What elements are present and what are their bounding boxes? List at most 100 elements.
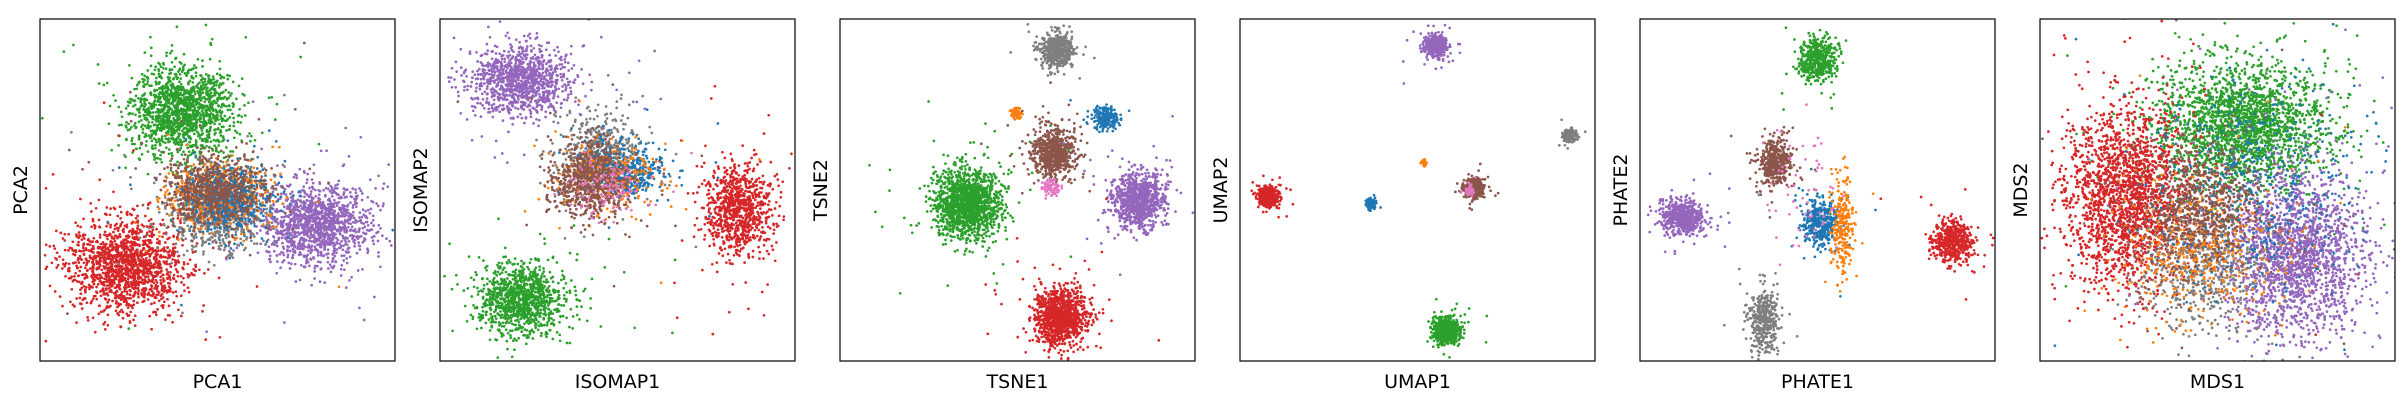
data-point [132, 256, 136, 259]
data-point [305, 181, 309, 185]
data-point [106, 313, 110, 317]
data-point [145, 139, 148, 143]
data-point [176, 90, 179, 94]
data-point [174, 125, 178, 129]
data-point [265, 207, 269, 211]
data-point [145, 267, 149, 271]
data-point [177, 70, 180, 73]
data-point [188, 116, 192, 119]
data-point [234, 230, 238, 234]
data-point [382, 202, 385, 205]
data-point [182, 118, 185, 121]
data-point [316, 264, 319, 268]
data-point [160, 119, 164, 123]
data-point [157, 82, 161, 85]
data-point [332, 235, 336, 239]
data-point [221, 238, 225, 241]
data-point [290, 256, 294, 260]
data-point [217, 245, 221, 248]
data-point [386, 185, 390, 189]
data-point [283, 236, 287, 240]
data-point [154, 138, 158, 142]
data-point [106, 271, 110, 275]
data-point [168, 67, 172, 71]
data-point [98, 236, 102, 239]
data-point [95, 291, 99, 295]
data-point [351, 210, 355, 214]
data-point [480, 158, 483, 161]
data-point [165, 226, 169, 230]
data-point [150, 230, 154, 234]
data-point [142, 287, 145, 290]
data-point [310, 240, 313, 243]
data-point [324, 209, 328, 213]
data-point [76, 224, 80, 228]
data-point [166, 122, 170, 125]
data-point [103, 328, 107, 331]
data-point [176, 274, 180, 278]
data-point [188, 99, 191, 103]
data-point [82, 237, 86, 240]
data-point [374, 187, 377, 190]
data-point [140, 153, 144, 156]
data-point [67, 266, 71, 270]
data-point [372, 234, 376, 238]
data-point [93, 223, 96, 227]
data-point [184, 237, 188, 241]
data-point [154, 76, 158, 80]
data-point [111, 299, 114, 303]
data-point [214, 131, 217, 135]
data-point [149, 293, 152, 297]
data-point [64, 274, 67, 278]
data-point [167, 106, 170, 110]
data-point [144, 132, 148, 136]
data-point [299, 245, 303, 249]
data-point [179, 77, 183, 80]
data-point [145, 98, 149, 102]
data-point [85, 301, 89, 305]
data-point [246, 134, 249, 138]
data-point [116, 273, 119, 277]
data-point [342, 163, 346, 166]
data-point [59, 231, 63, 235]
data-point [109, 243, 112, 246]
data-point [131, 272, 135, 276]
data-point [152, 310, 155, 314]
data-point [115, 226, 119, 230]
data-point [316, 226, 320, 230]
data-point [349, 228, 353, 232]
data-point [146, 150, 150, 153]
data-point [118, 283, 122, 287]
data-point [150, 327, 153, 331]
data-point [201, 124, 205, 127]
data-point [354, 230, 358, 234]
data-point [156, 100, 159, 103]
data-point [213, 91, 217, 95]
data-point [331, 205, 335, 209]
data-point [226, 73, 229, 77]
data-point [135, 235, 139, 238]
data-point [181, 102, 185, 106]
data-point [368, 211, 372, 215]
data-point [124, 107, 128, 110]
data-point [294, 280, 298, 283]
data-point [385, 237, 388, 240]
data-point [120, 294, 123, 297]
data-point [361, 208, 365, 212]
data-point [159, 266, 163, 269]
data-point [141, 123, 144, 127]
data-point [189, 88, 193, 91]
data-point [177, 134, 181, 138]
data-point [111, 168, 115, 172]
data-point [317, 220, 320, 224]
data-point [189, 145, 193, 149]
data-point [120, 220, 124, 224]
data-point [292, 205, 295, 208]
data-point [287, 245, 291, 249]
data-point [298, 278, 302, 282]
data-point [200, 236, 204, 240]
data-point [133, 87, 136, 91]
data-point [103, 320, 107, 324]
data-point [179, 221, 182, 225]
data-point [110, 273, 114, 277]
